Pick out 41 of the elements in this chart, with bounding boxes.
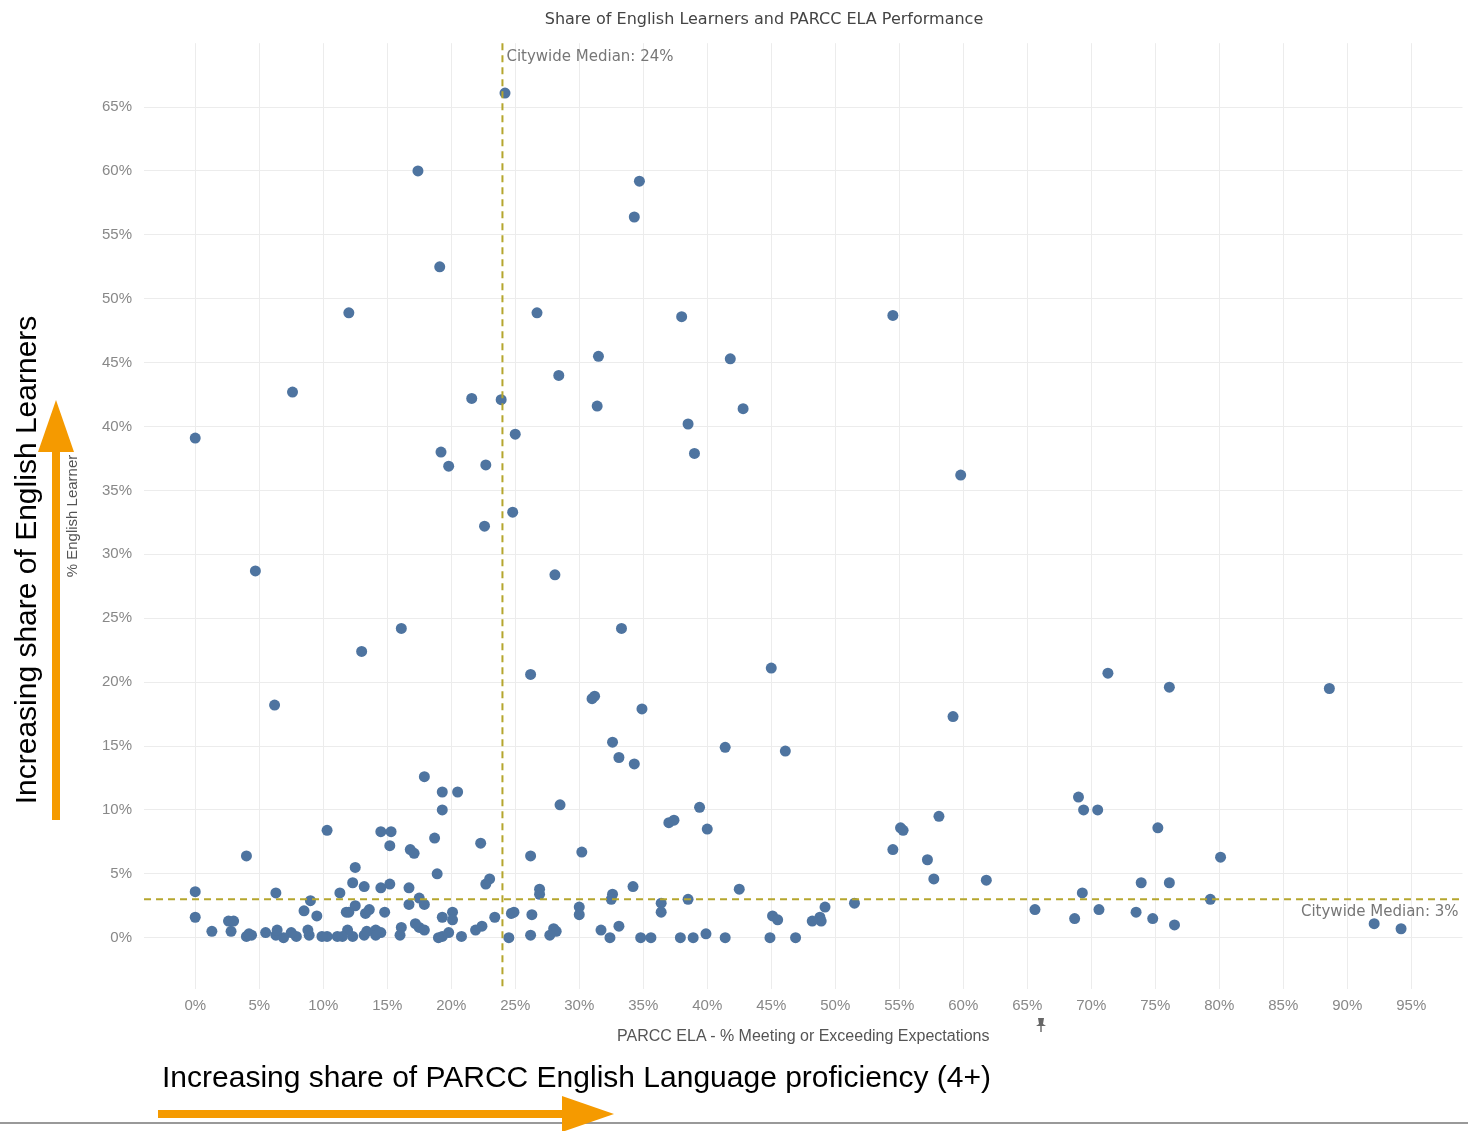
x-tick-label: 70% [1076,995,1107,1013]
y-tick-label: 60% [101,161,133,179]
y-tick-label: 55% [101,225,133,243]
x-tick-label: 55% [884,995,915,1013]
x-tick-label: 60% [948,995,979,1013]
x-tick-label: 25% [500,995,531,1013]
y-tick-label: 25% [101,608,133,626]
x-tick-label: 15% [372,995,403,1013]
y-tick-label: 35% [101,480,133,498]
x-tick-label: 85% [1268,995,1299,1013]
y-tick-label: 0% [110,927,133,945]
x-tick-label: 30% [564,995,595,1013]
x-tick-label: 5% [248,995,271,1013]
x-tick-label: 20% [436,995,467,1013]
x-axis-title: PARCC ELA - % Meeting or Exceeding Expectations [617,1026,990,1044]
x-tick-label: 10% [308,995,339,1013]
y-tick-label: 50% [101,288,133,306]
y-tick-label: 10% [101,800,133,818]
y-tick-label: 45% [101,352,133,370]
chart-title: Share of English Learners and PARCC ELA Performance [544,8,984,28]
x-tick-label: 50% [820,995,851,1013]
x-tick-label: 90% [1332,995,1363,1013]
y-tick-label: 15% [101,736,133,754]
x-tick-label: 0% [184,995,207,1013]
x-tick-label: 75% [1140,995,1171,1013]
y-tick-label: 5% [110,863,133,881]
x-tick-label: 45% [756,995,787,1013]
x-tick-label: 65% [1012,995,1043,1013]
y-axis-title: % English Learner [63,454,81,578]
y-tick-label: 20% [101,672,133,690]
ref-line-label: Citywide Median: 24% [506,46,674,65]
x-tick-label: 95% [1396,995,1427,1013]
text: Increasing share of PARCC English Language proficiency (4+) [162,1060,992,1094]
y-tick-label: 65% [101,97,133,115]
x-tick-label: 35% [628,995,659,1013]
x-tick-label: 80% [1204,995,1235,1013]
x-tick-label: 40% [692,995,723,1013]
y-tick-label: 40% [101,416,133,434]
text: Increasing share of English Learners [9,315,43,805]
y-tick-label: 30% [101,544,133,562]
ref-line-label: Citywide Median: 3% [1300,901,1459,920]
